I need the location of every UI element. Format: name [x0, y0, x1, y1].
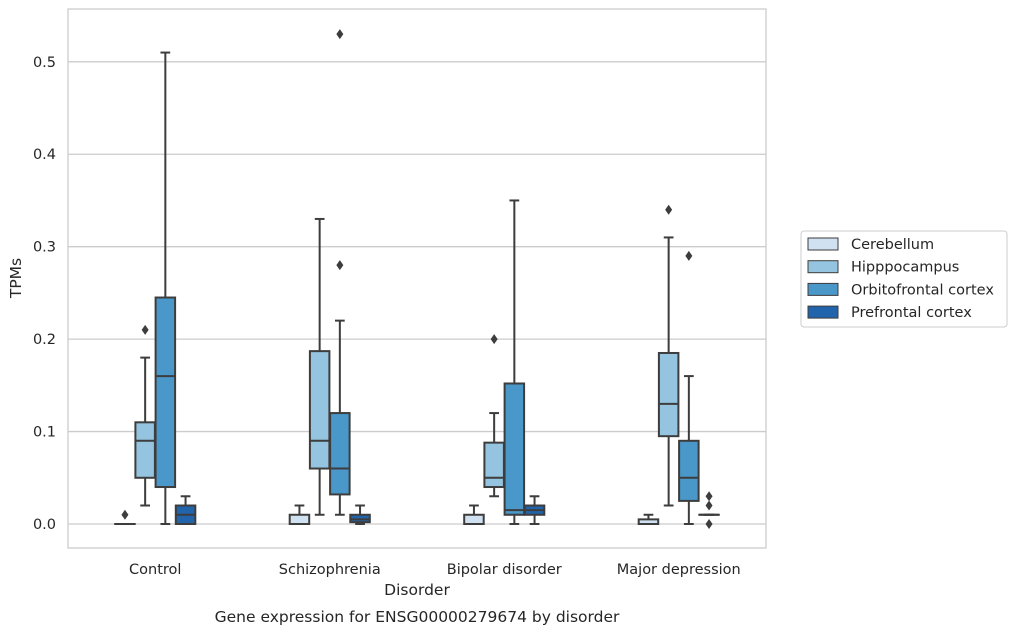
box-cerebellum	[637, 513, 660, 525]
y-tick-label: 0.0	[33, 517, 56, 533]
x-axis-label: Disorder	[384, 581, 450, 599]
legend-swatch	[807, 237, 839, 251]
legend-swatch	[807, 305, 839, 319]
x-tick-label: Major depression	[617, 562, 741, 578]
box-body	[308, 350, 331, 470]
x-tick-label: Schizophrenia	[279, 562, 381, 578]
chart-title: Gene expression for ENSG00000279674 by d…	[215, 608, 620, 626]
x-tick-labels: Control Schizophrenia Bipolar disorder Majo…	[129, 562, 741, 578]
outlier-point	[141, 324, 149, 335]
outlier-point	[121, 509, 129, 520]
box-orbitofrontal-cortex	[154, 51, 177, 525]
y-tick-label: 0.1	[33, 425, 56, 441]
box-hipppocampus	[308, 217, 331, 516]
plot-frame	[67, 8, 767, 549]
box-cerebellum	[114, 509, 136, 526]
outlier-point	[665, 204, 673, 215]
boxes	[114, 29, 720, 529]
outlier-point	[705, 500, 713, 511]
y-tick-labels: 0.0 0.1 0.2 0.3 0.4 0.5	[33, 55, 56, 533]
box-body	[503, 382, 526, 516]
box-prefrontal-cortex	[698, 491, 720, 529]
legend-swatch	[807, 282, 839, 296]
box-body	[288, 513, 311, 525]
box-body	[463, 513, 485, 525]
box-cerebellum	[288, 504, 311, 525]
box-body	[483, 441, 505, 489]
box-body	[329, 412, 351, 496]
box-body	[657, 351, 680, 438]
box-body	[154, 296, 177, 489]
y-tick-label: 0.5	[33, 55, 56, 71]
outlier-point	[490, 334, 498, 345]
box-body	[134, 421, 156, 479]
box-prefrontal-cortex	[523, 495, 546, 525]
box-hipppocampus	[657, 204, 680, 507]
y-axis-label: TPMs	[7, 258, 25, 299]
outlier-point	[705, 519, 713, 529]
box-prefrontal-cortex	[174, 495, 197, 525]
y-tick-label: 0.4	[33, 147, 56, 163]
outlier-point	[336, 29, 344, 40]
legend-label: Hipppocampus	[851, 260, 959, 276]
box-body	[678, 439, 700, 502]
legend-label: Cerebellum	[851, 237, 934, 253]
box-orbitofrontal-cortex	[329, 29, 351, 516]
outlier-point	[685, 250, 693, 261]
outlier-point	[705, 491, 713, 502]
legend-frame	[800, 230, 1008, 328]
outlier-point	[336, 260, 344, 271]
box-orbitofrontal-cortex	[503, 199, 526, 525]
box-orbitofrontal-cortex	[678, 250, 700, 525]
legend-swatch	[807, 260, 839, 274]
legend: Cerebellum Hipppocampus Orbitofrontal cort…	[800, 230, 1008, 328]
y-tick-label: 0.3	[33, 240, 56, 256]
legend-label: Orbitofrontal cortex	[851, 282, 994, 298]
y-tick-label: 0.2	[33, 332, 56, 348]
box-cerebellum	[463, 504, 485, 525]
box-prefrontal-cortex	[349, 504, 371, 525]
box-hipppocampus	[134, 324, 156, 507]
box-hipppocampus	[483, 334, 505, 498]
legend-label: Prefrontal cortex	[851, 305, 972, 321]
x-tick-label: Bipolar disorder	[447, 562, 562, 578]
x-tick-label: Control	[129, 562, 181, 578]
